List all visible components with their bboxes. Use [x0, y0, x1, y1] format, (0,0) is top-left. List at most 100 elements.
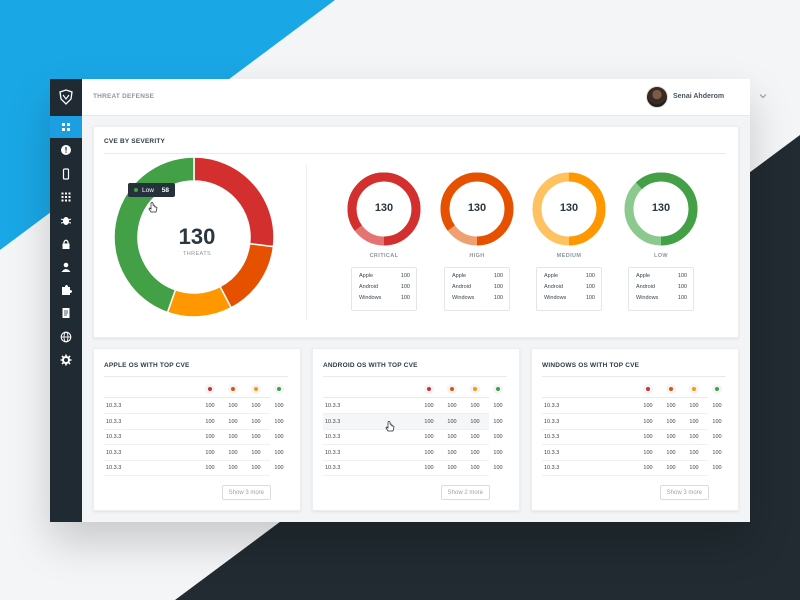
cve-count: 100 — [205, 403, 215, 409]
sidebar-item-dashboard-grid[interactable] — [50, 116, 82, 138]
table-row[interactable]: 10.3.3 100 100 100 100 — [542, 460, 722, 476]
user-name[interactable]: Senai Ahderom — [673, 93, 725, 100]
bug-icon — [60, 217, 72, 226]
ring-fill — [347, 172, 421, 246]
ring-chart — [440, 172, 514, 246]
cve-count: 100 — [643, 434, 653, 440]
cve-count: 100 — [251, 434, 261, 440]
os-version: 10.3.3 — [325, 418, 341, 425]
cve-count: 100 — [447, 403, 457, 409]
chevron-down-icon[interactable] — [759, 92, 767, 100]
os-version: 10.3.3 — [106, 465, 122, 471]
os-count: 100 — [400, 284, 410, 290]
severity-ring-medium[interactable] — [532, 172, 606, 246]
cve-count: 100 — [493, 434, 503, 440]
ring-fill — [532, 172, 606, 246]
table-row[interactable]: 10.3.3 100 100 100 100 — [323, 413, 503, 430]
sidebar-item-lock[interactable] — [50, 233, 82, 255]
cve-count: 100 — [470, 449, 480, 456]
os-name: Android — [544, 284, 563, 290]
sidebar-item-gear[interactable] — [50, 349, 82, 371]
shield-logo-icon[interactable] — [50, 79, 82, 115]
os-version: 10.3.3 — [106, 403, 122, 409]
show-more-button[interactable]: Show 2 more — [440, 485, 490, 500]
table-row[interactable]: 10.3.3 100 100 100 100 — [104, 445, 284, 461]
cve-count: 100 — [689, 403, 699, 409]
sidebar-item-bug[interactable] — [50, 209, 82, 231]
os-version: 10.3.3 — [106, 434, 122, 440]
severity-ring-high[interactable] — [440, 172, 514, 246]
sidebar-item-user[interactable] — [50, 256, 82, 278]
header-divider — [542, 397, 708, 398]
cve-count: 100 — [689, 418, 699, 425]
sidebar-item-alert-circle[interactable] — [50, 139, 82, 161]
table-row[interactable]: 10.3.3 100 100 100 100 — [104, 414, 284, 430]
severity-dot-icon — [427, 387, 431, 391]
user-avatar[interactable] — [646, 86, 668, 108]
cve-count: 100 — [447, 434, 457, 440]
document-icon — [62, 308, 70, 319]
os-version: 10.3.3 — [544, 449, 560, 456]
os-version: 10.3.3 — [106, 418, 122, 425]
os-name: Android — [359, 284, 378, 290]
sidebar — [50, 79, 82, 522]
cve-count: 100 — [447, 449, 457, 456]
cve-count: 100 — [205, 465, 215, 471]
os-count: 100 — [400, 295, 410, 301]
os-table-card: APPLE OS WITH TOP CVE 10.3.3 100 100 100 100 1… — [93, 348, 301, 511]
ring-fill — [624, 172, 698, 246]
table-row[interactable]: 10.3.3 100 100 100 100 — [323, 445, 503, 461]
breakdown-row: Android 100 — [359, 284, 410, 294]
os-count: 100 — [585, 284, 595, 290]
table-row[interactable]: 10.3.3 100 100 100 100 — [323, 460, 503, 476]
ring-chart — [624, 172, 698, 246]
show-more-button[interactable]: Show 3 more — [221, 485, 271, 500]
cve-count: 100 — [424, 434, 434, 440]
sidebar-item-apps-grid[interactable] — [50, 186, 82, 208]
sidebar-item-globe[interactable] — [50, 326, 82, 348]
severity-dot-icon — [715, 387, 719, 391]
os-table-card: WINDOWS OS WITH TOP CVE 10.3.3 100 100 100 10… — [531, 348, 739, 511]
table-row[interactable]: 10.3.3 100 100 100 100 — [542, 445, 722, 461]
cve-count: 100 — [712, 465, 722, 471]
severity-dot-icon — [231, 387, 235, 391]
ring-value-critical: 130 — [374, 202, 394, 214]
cve-count: 100 — [447, 418, 457, 425]
donut-slice-medium[interactable] — [166, 285, 233, 318]
divider — [104, 153, 726, 154]
table-row[interactable]: 10.3.3 100 100 100 100 — [104, 398, 284, 414]
cve-count: 100 — [251, 403, 261, 409]
cve-count: 100 — [274, 449, 284, 456]
os-count: 100 — [585, 295, 595, 301]
table-row[interactable]: 10.3.3 100 100 100 100 — [542, 429, 722, 445]
os-count: 100 — [400, 273, 410, 279]
sidebar-item-document[interactable] — [50, 302, 82, 324]
severity-dot-icon — [208, 387, 212, 391]
severity-ring-low[interactable] — [624, 172, 698, 246]
os-name: Apple — [359, 273, 374, 279]
breakdown-row: Windows 100 — [636, 295, 687, 305]
os-name: Android — [636, 284, 655, 290]
cve-count: 100 — [205, 434, 215, 440]
vertical-divider — [306, 165, 307, 320]
os-name: Windows — [452, 295, 475, 301]
sidebar-item-puzzle[interactable] — [50, 279, 82, 301]
severity-ring-critical[interactable] — [347, 172, 421, 246]
cve-count: 100 — [424, 449, 434, 456]
table-row[interactable]: 10.3.3 100 100 100 100 — [542, 414, 722, 430]
table-row[interactable]: 10.3.3 100 100 100 100 — [104, 460, 284, 476]
os-count: 100 — [493, 273, 503, 279]
os-count: 100 — [677, 295, 687, 301]
breakdown-row: Windows 100 — [452, 295, 503, 305]
table-row[interactable]: 10.3.3 100 100 100 100 — [323, 429, 503, 445]
ring-label-critical: CRITICAL — [369, 253, 399, 259]
show-more-button[interactable]: Show 3 more — [659, 485, 709, 500]
table-row[interactable]: 10.3.3 100 100 100 100 — [104, 429, 284, 445]
page-title: THREAT DEFENSE — [93, 93, 155, 100]
sidebar-item-mobile-device[interactable] — [50, 163, 82, 185]
cve-count: 100 — [493, 403, 503, 409]
cve-count: 100 — [666, 449, 676, 456]
table-row[interactable]: 10.3.3 100 100 100 100 — [542, 398, 722, 414]
table-row[interactable]: 10.3.3 100 100 100 100 — [323, 398, 503, 414]
cve-count: 100 — [470, 465, 480, 471]
